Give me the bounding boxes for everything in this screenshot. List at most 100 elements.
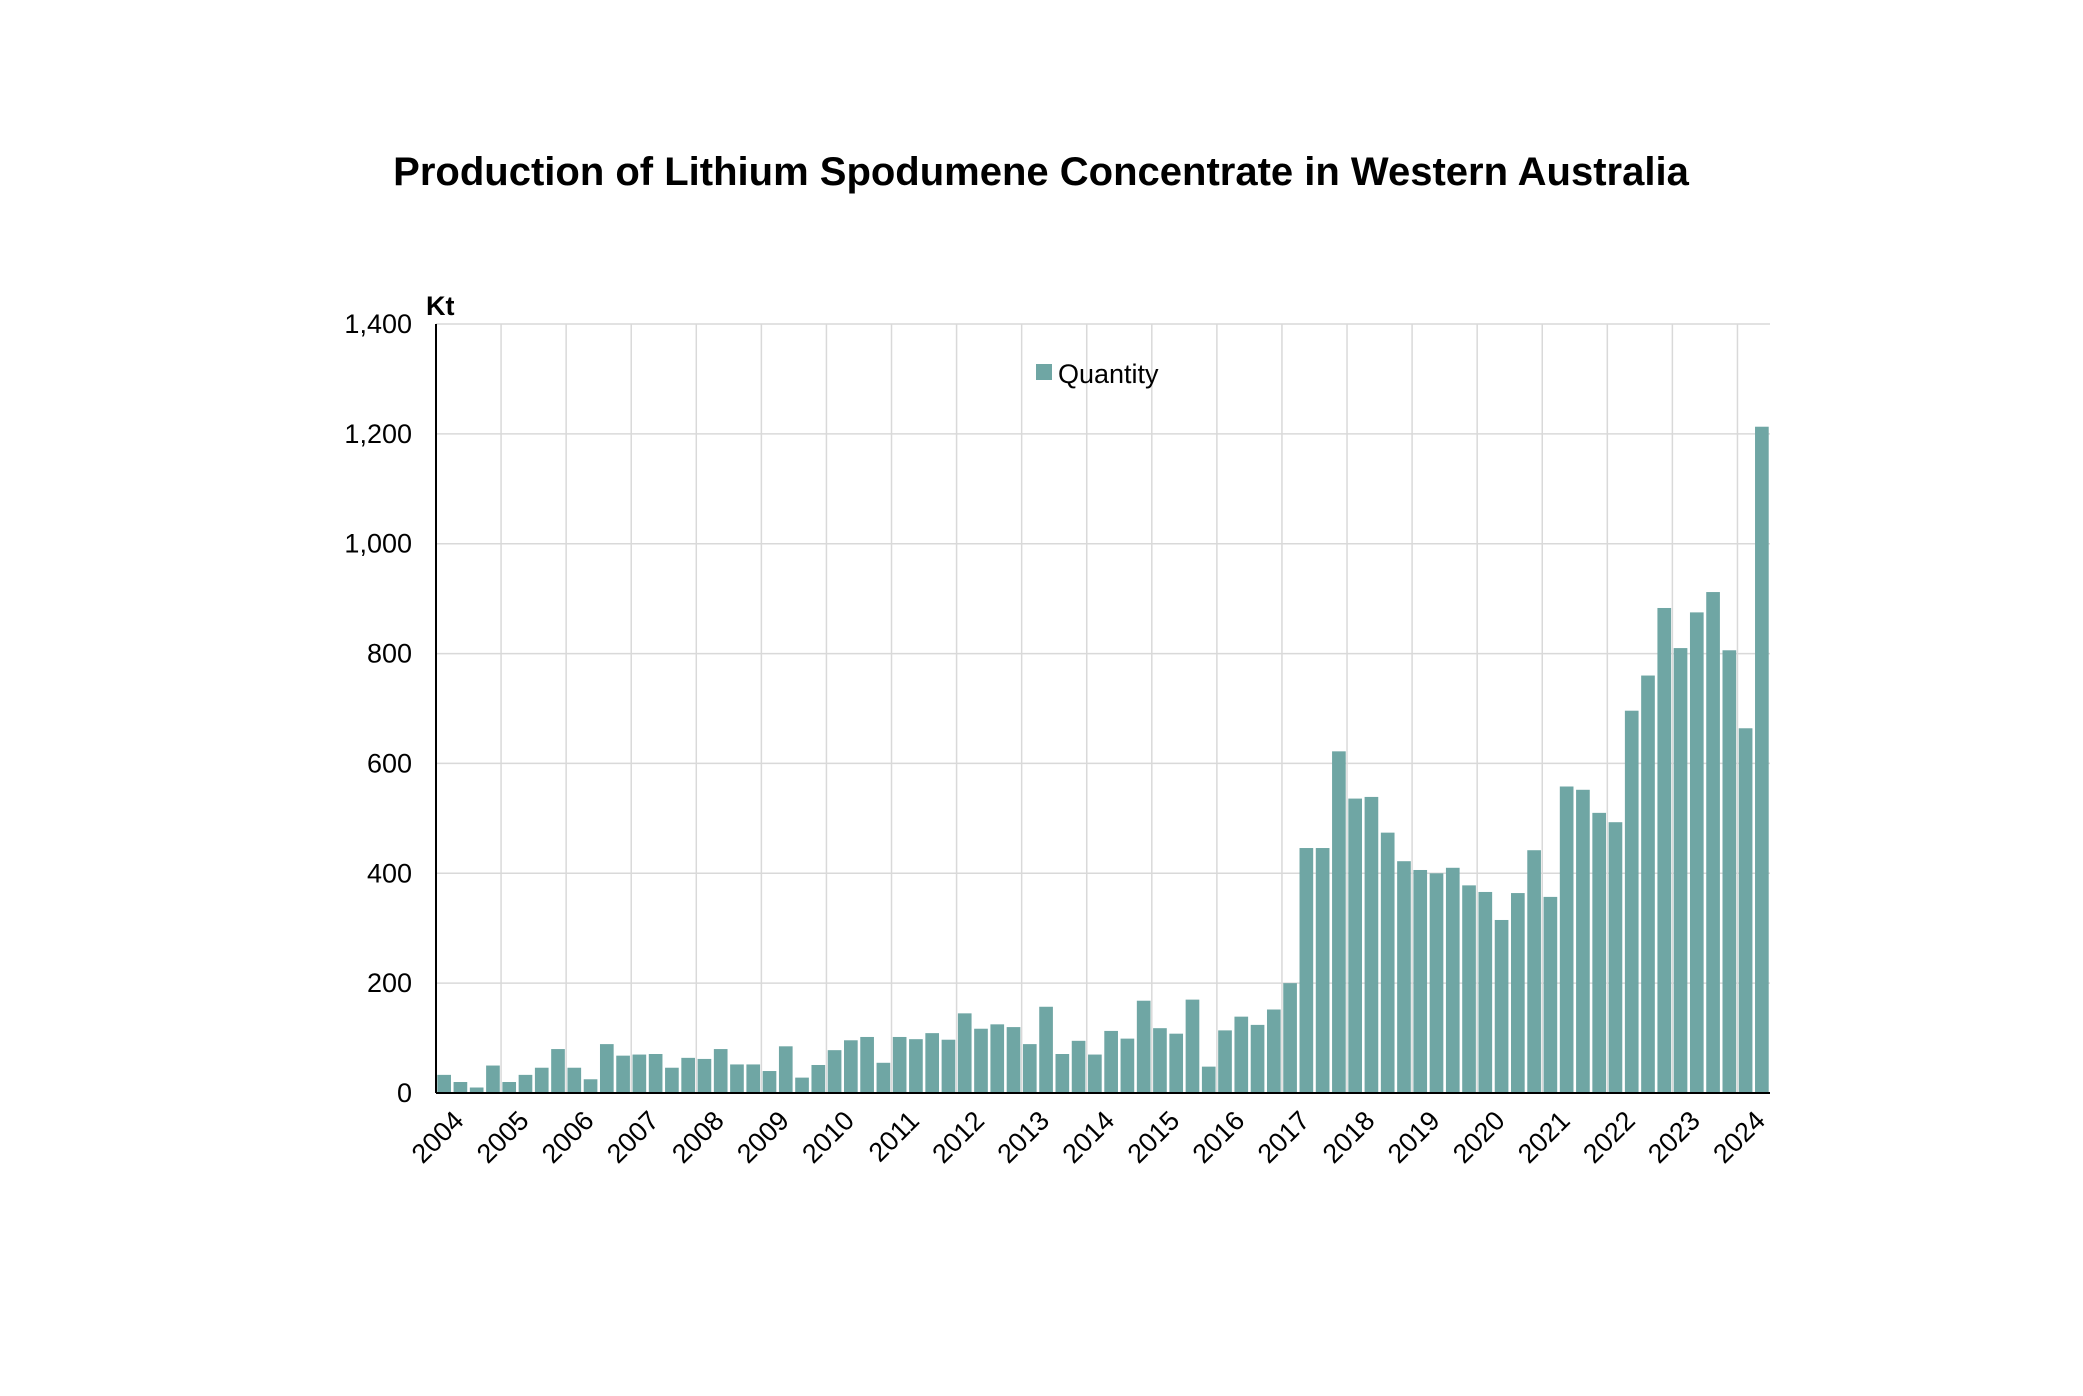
x-tick-label: 2018 (1317, 1105, 1381, 1169)
x-tick-label: 2012 (926, 1105, 990, 1169)
bar (1250, 1024, 1265, 1093)
bar (909, 1039, 923, 1093)
bar (1608, 822, 1623, 1093)
legend: Quantity (1036, 359, 1159, 389)
y-tick-label: 400 (367, 858, 412, 888)
bar (1738, 728, 1753, 1093)
bar (534, 1067, 549, 1093)
grid (436, 323, 1770, 1093)
chart-title: Production of Lithium Spodumene Concentr… (393, 150, 1689, 194)
bar (518, 1074, 533, 1093)
bar (1478, 891, 1493, 1093)
x-tick-label: 2005 (471, 1105, 535, 1169)
y-axis-ticks: 0 200 400 600 800 1,000 1,200 1,400 (344, 309, 412, 1108)
bar (713, 1049, 728, 1093)
bar (844, 1040, 858, 1093)
bar (974, 1028, 988, 1093)
x-tick-label: 2019 (1382, 1105, 1446, 1169)
bar (778, 1046, 793, 1093)
bar (632, 1054, 647, 1093)
x-tick-label: 2010 (796, 1105, 860, 1169)
bar (827, 1050, 842, 1093)
x-tick-label: 2021 (1512, 1105, 1576, 1169)
x-tick-label: 2006 (536, 1105, 600, 1169)
bar (665, 1067, 679, 1093)
bar (1722, 650, 1737, 1093)
bar (762, 1071, 777, 1093)
bar (486, 1065, 500, 1093)
bar (1006, 1027, 1021, 1093)
x-tick-label: 2015 (1122, 1105, 1186, 1169)
y-tick-label: 600 (367, 748, 412, 778)
bar (1218, 1030, 1232, 1093)
bar (730, 1064, 744, 1093)
bar (1576, 789, 1590, 1093)
bar (795, 1077, 809, 1093)
bar (1755, 426, 1769, 1094)
bar (892, 1036, 907, 1093)
bar (925, 1033, 940, 1093)
bar (1511, 893, 1525, 1093)
bar (1315, 848, 1330, 1093)
x-tick-label: 2016 (1187, 1105, 1251, 1169)
legend-label: Quantity (1058, 359, 1159, 389)
bar (1413, 869, 1428, 1093)
x-tick-label: 2023 (1642, 1105, 1706, 1169)
legend-swatch (1036, 364, 1052, 380)
bar (860, 1036, 874, 1093)
bar (1283, 983, 1297, 1093)
bar (453, 1082, 468, 1093)
bar (567, 1067, 582, 1093)
bar (1332, 751, 1346, 1093)
bar (957, 1013, 972, 1093)
bar (1266, 1009, 1281, 1093)
bar (1104, 1030, 1118, 1093)
bar (697, 1058, 712, 1093)
bar (1706, 592, 1720, 1093)
bar (1657, 607, 1672, 1093)
bar (1055, 1054, 1070, 1093)
bar (811, 1064, 826, 1093)
bar (1429, 873, 1444, 1093)
bar (1348, 798, 1362, 1093)
bars (437, 426, 1769, 1094)
x-tick-label: 2004 (406, 1105, 470, 1169)
y-tick-label: 0 (397, 1078, 412, 1108)
bar (1462, 885, 1476, 1093)
x-tick-label: 2022 (1577, 1105, 1641, 1169)
bar (1120, 1038, 1135, 1093)
bar (1624, 710, 1639, 1093)
bar (876, 1062, 891, 1093)
bar (941, 1039, 956, 1093)
bar (648, 1054, 663, 1093)
bar (990, 1024, 1005, 1093)
x-tick-label: 2017 (1252, 1105, 1316, 1169)
x-tick-label: 2007 (601, 1105, 665, 1169)
bar (1088, 1054, 1102, 1093)
bar (551, 1049, 565, 1093)
bar (1234, 1016, 1249, 1093)
bar (1169, 1033, 1184, 1093)
bar (1201, 1066, 1216, 1093)
y-tick-label: 1,400 (344, 309, 412, 339)
bar (599, 1044, 614, 1093)
y-tick-label: 1,000 (344, 529, 412, 559)
bar (437, 1074, 451, 1093)
x-tick-label: 2011 (863, 1105, 925, 1167)
bar (583, 1079, 598, 1093)
bar (1299, 848, 1314, 1093)
bar (1592, 812, 1607, 1093)
x-tick-label: 2024 (1707, 1105, 1771, 1169)
bar (1071, 1040, 1086, 1093)
x-tick-label: 2020 (1447, 1105, 1511, 1169)
bar (1380, 832, 1395, 1093)
bar (1673, 648, 1688, 1093)
x-tick-label: 2009 (731, 1105, 795, 1169)
y-tick-label: 200 (367, 968, 412, 998)
bar (1153, 1028, 1167, 1093)
y-axis-unit: Kt (426, 291, 455, 321)
bar (1445, 867, 1460, 1093)
bar (746, 1064, 761, 1093)
bar (1136, 1000, 1151, 1093)
bar (681, 1057, 695, 1093)
